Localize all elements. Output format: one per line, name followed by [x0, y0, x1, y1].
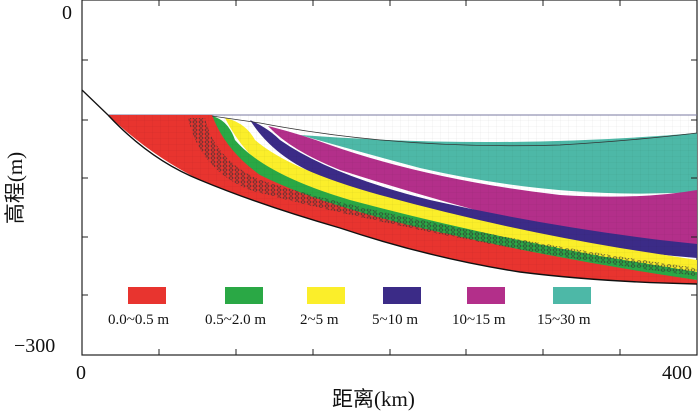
- x-axis-title: 距离(km): [332, 387, 415, 411]
- y-axis-title: 高程(m): [3, 151, 27, 225]
- legend-swatch-1: [225, 287, 263, 304]
- legend-swatch-4: [467, 287, 505, 304]
- legend-swatches: [128, 287, 591, 304]
- sediment-top-surface: [211, 115, 698, 147]
- legend-label-2: 2~5 m: [300, 312, 339, 328]
- gravel-band: [188, 118, 697, 276]
- x-tick-right: 400: [662, 362, 692, 384]
- legend-label-5: 15~30 m: [537, 312, 591, 328]
- legend-label-4: 10~15 m: [452, 312, 506, 328]
- legend-swatch-2: [307, 287, 345, 304]
- x-tick-left: 0: [76, 362, 86, 384]
- legend-label-1: 0.5~2.0 m: [205, 312, 267, 328]
- y-tick-top: 0: [62, 2, 72, 24]
- legend-swatch-5: [553, 287, 591, 304]
- legend-swatch-3: [383, 287, 421, 304]
- legend-label-0: 0.0~0.5 m: [108, 312, 170, 328]
- legend-label-3: 5~10 m: [372, 312, 419, 328]
- y-axis-ticks: [82, 0, 697, 356]
- y-tick-bottom: −300: [14, 335, 56, 357]
- legend-swatch-0: [128, 287, 166, 304]
- x-axis-ticks: [158, 0, 621, 355]
- basement-curve: [107, 114, 698, 285]
- slope-outline: [81, 89, 109, 116]
- layer-grid-overlay: [108, 115, 697, 284]
